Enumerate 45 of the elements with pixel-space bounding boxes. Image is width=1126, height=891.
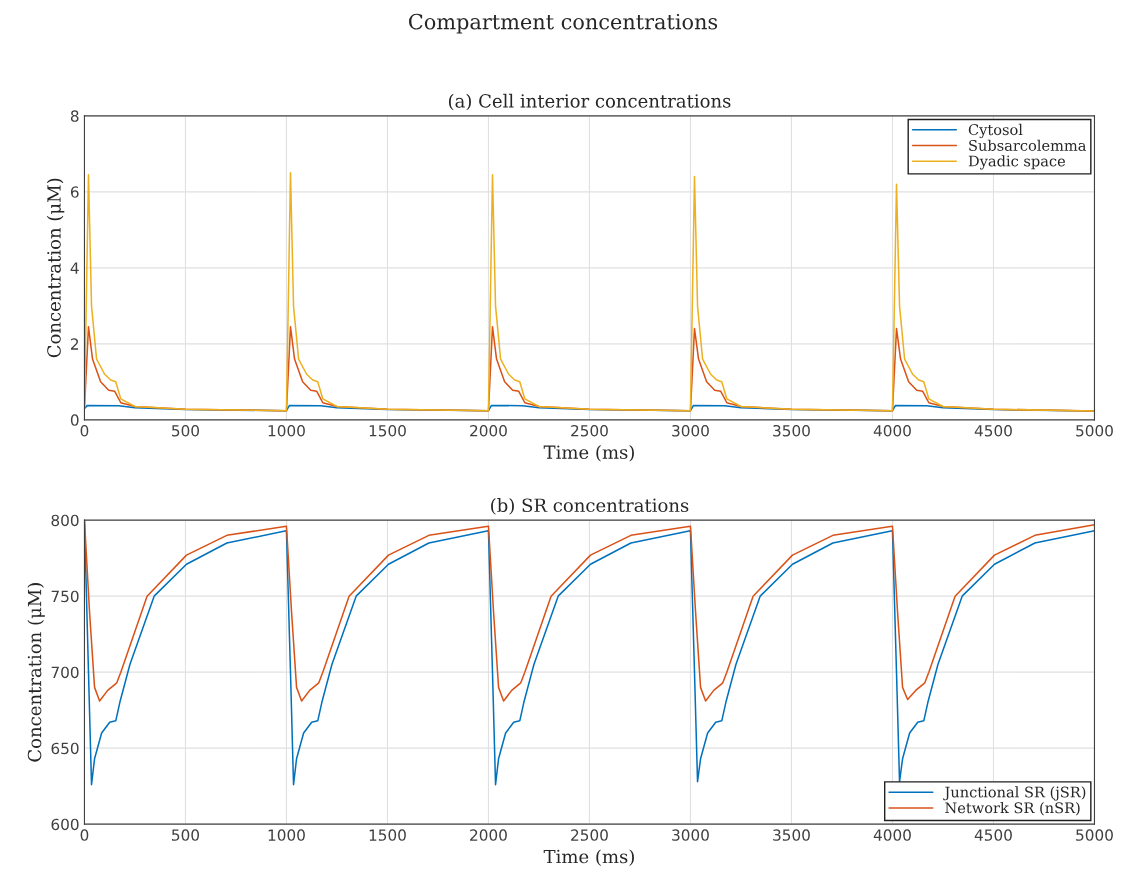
legend-label: Junctional SR (jSR) <box>943 786 1086 801</box>
legend-label: Dyadic space <box>968 155 1065 170</box>
x-axis-title: Time (ms) <box>543 445 634 462</box>
y-tick-label: 4 <box>70 262 79 274</box>
x-tick-label: 500 <box>172 424 200 437</box>
x-tick-label: 5000 <box>1076 424 1113 437</box>
x-tick-label: 2500 <box>571 424 608 437</box>
y-axis-title: Concentration (μM) <box>46 178 65 358</box>
x-tick-label: 0 <box>80 424 89 437</box>
y-tick-label: 2 <box>70 338 79 350</box>
x-tick-label: 4500 <box>974 424 1012 437</box>
x-tick-label: 1000 <box>268 424 305 437</box>
y-tick-label: 650 <box>51 742 79 755</box>
x-tick-label: 2000 <box>470 424 507 437</box>
x-tick-label: 3500 <box>773 829 810 841</box>
x-tick-label: 4500 <box>974 829 1012 841</box>
x-tick-label: 500 <box>172 829 200 841</box>
y-tick-label: 750 <box>51 590 79 603</box>
x-tick-label: 4000 <box>873 424 911 437</box>
chart-subtitle: (a) Cell interior concentrations <box>448 93 731 111</box>
x-tick-label: 4000 <box>873 829 911 841</box>
chart-title: Compartment concentrations <box>409 13 718 34</box>
legend-label: Cytosol <box>968 123 1023 139</box>
x-tick-label: 3000 <box>672 424 709 437</box>
chart-subtitle: (b) SR concentrations <box>491 498 689 515</box>
x-tick-label: 1000 <box>268 829 305 841</box>
x-tick-label: 2000 <box>470 829 507 841</box>
x-tick-label: 5000 <box>1076 829 1113 841</box>
x-tick-label: 0 <box>80 829 89 841</box>
legend-label: Subsarcolemma <box>969 139 1087 151</box>
x-axis-title: Time (ms) <box>543 849 634 866</box>
y-tick-label: 6 <box>70 186 79 198</box>
y-axis-title: Concentration (μM) <box>27 583 45 762</box>
x-tick-label: 2500 <box>571 829 608 841</box>
y-tick-label: 600 <box>51 818 79 831</box>
y-tick-label: 8 <box>70 110 79 122</box>
x-tick-label: 3000 <box>672 829 709 841</box>
y-tick-label: 800 <box>51 514 79 527</box>
x-tick-label: 1500 <box>369 424 406 437</box>
y-tick-label: 700 <box>51 666 79 679</box>
legend-label: Network SR (nSR) <box>945 802 1080 816</box>
x-tick-label: 3500 <box>773 424 810 437</box>
y-tick-label: 0 <box>70 414 79 426</box>
line-series <box>84 172 1095 412</box>
x-tick-label: 1500 <box>369 829 406 841</box>
